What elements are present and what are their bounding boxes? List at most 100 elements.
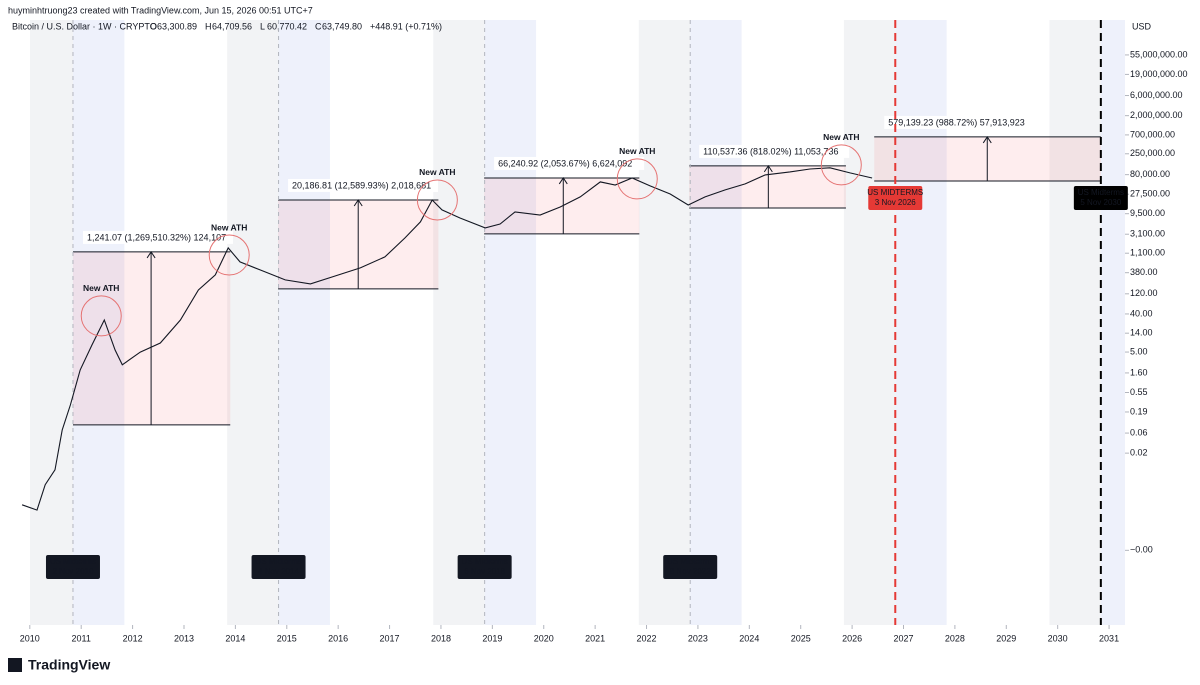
price-line	[21, 167, 873, 511]
range-label-bg	[82, 230, 233, 244]
y-tick-label: 6,000,000.00	[1130, 90, 1183, 100]
ohlc-value: 64,709.56	[212, 21, 252, 31]
x-tick-label: 2018	[431, 633, 451, 643]
range-label: 1,241.07 (1,269,510.32%) 124,107	[87, 232, 226, 242]
x-tick-label: 2031	[1099, 633, 1119, 643]
range-arrowhead	[982, 136, 992, 144]
ath-label: New ATH	[211, 222, 247, 232]
brand-logo	[8, 658, 22, 672]
ath-circle	[80, 295, 122, 337]
range-label: 66,240.92 (2,053.67%) 6,624,092	[498, 158, 632, 168]
x-tick-label: 2017	[380, 633, 400, 643]
pre-midterm-band	[433, 20, 485, 625]
x-tick-label: 2029	[996, 633, 1016, 643]
symbol-legend: Bitcoin / U.S. Dollar · 1W · CRYPTO	[12, 21, 157, 31]
y-tick-label: 1,100.00	[1130, 248, 1165, 258]
post-midterm-band	[1100, 20, 1125, 625]
brand: TradingView	[28, 657, 110, 673]
post-midterm-band	[72, 20, 125, 625]
ath-circle	[820, 144, 862, 186]
x-tick-label: 2014	[225, 633, 245, 643]
midterm-label: US MIDTERMS	[867, 188, 923, 197]
y-tick-label: 380.00	[1130, 267, 1158, 277]
ohlc-key: O	[150, 21, 157, 31]
x-tick-label: 2024	[739, 633, 759, 643]
post-midterm-band	[690, 20, 742, 625]
midterm-label: 3 Nov 2026	[875, 198, 916, 207]
ohlc-value: 63,300.89	[157, 21, 197, 31]
x-tick-label: 2027	[893, 633, 913, 643]
x-tick-label: 2016	[328, 633, 348, 643]
y-tick-label: 5.00	[1130, 346, 1148, 356]
range-label: 110,537.36 (818.02%) 11,053,736	[703, 146, 838, 156]
range-box	[689, 165, 846, 208]
ath-circle	[616, 158, 658, 200]
y-tick-label: 0.19	[1130, 406, 1148, 416]
ath-circle	[208, 234, 250, 276]
x-tick-label: 2026	[842, 633, 862, 643]
ohlc-key: L	[260, 21, 265, 31]
midterm-label-box	[251, 555, 306, 579]
y-tick-label: 27,500.00	[1130, 189, 1170, 199]
y-tick-label: 55,000,000.00	[1130, 49, 1188, 59]
band-layer	[30, 20, 1125, 625]
y-tick-label: 1.60	[1130, 367, 1148, 377]
range-arrowhead	[353, 199, 363, 207]
y-tick-label: 40.00	[1130, 308, 1153, 318]
y-tick-label: 250,000.00	[1130, 148, 1175, 158]
x-tick-label: 2022	[637, 633, 657, 643]
midterm-label: 2 Nov 2010	[53, 567, 94, 576]
midterm-label: 5 Nov 2030	[1080, 198, 1121, 207]
y-tick-label: 80,000.00	[1130, 169, 1170, 179]
range-label-bg	[699, 144, 850, 158]
midterm-label: US Midterms	[667, 557, 713, 566]
x-tick-label: 2019	[482, 633, 502, 643]
pre-midterm-band	[227, 20, 279, 625]
x-tick-label: 2015	[277, 633, 297, 643]
x-tick-label: 2011	[72, 633, 91, 643]
midterm-label-box	[868, 186, 923, 210]
range-arrowhead	[763, 164, 773, 173]
credit: huyminhtruong23 created with TradingView…	[8, 5, 313, 15]
range-arrowhead	[558, 177, 568, 185]
x-tick-label: 2030	[1048, 633, 1068, 643]
y-tick-label: 19,000,000.00	[1130, 69, 1188, 79]
midterm-label-box	[457, 555, 512, 579]
x-tick-label: 2012	[123, 633, 143, 643]
midterm-label: 4 Nov 2014	[258, 567, 299, 576]
post-midterm-band	[278, 20, 330, 625]
y-tick-label: 700,000.00	[1130, 129, 1175, 139]
x-tick-label: 2010	[20, 633, 40, 643]
midterm-label: 6 Nov 2018	[464, 567, 505, 576]
ohlc-key: C	[315, 21, 322, 31]
x-tick-label: 2028	[945, 633, 965, 643]
ohlc-value: 63,749.80	[322, 21, 362, 31]
x-tick-label: 2021	[585, 633, 605, 643]
midterm-label: US Midterms	[1078, 188, 1124, 197]
ath-circle	[416, 179, 458, 221]
change: +448.91 (+0.71%)	[370, 21, 442, 31]
ohlc-key: H	[205, 21, 212, 31]
midterm-label: US Midterms	[50, 557, 96, 566]
pre-midterm-band	[843, 20, 896, 625]
midterm-label: US Midterms	[255, 557, 301, 566]
y-tick-label: 9,500.00	[1130, 208, 1165, 218]
range-label: 579,139.23 (988.72%) 57,913,923	[888, 117, 1025, 127]
midterm-label-box	[1073, 186, 1128, 210]
axis-unit: USD	[1132, 21, 1152, 31]
range-box	[72, 251, 231, 425]
x-tick-label: 2025	[791, 633, 811, 643]
pre-midterm-band	[638, 20, 691, 625]
range-arrowhead	[146, 251, 156, 259]
ath-label: New ATH	[419, 167, 455, 177]
pre-midterm-band	[1049, 20, 1101, 625]
x-tick-label: 2023	[688, 633, 708, 643]
y-tick-label: 3,100.00	[1130, 229, 1165, 239]
y-tick-label: 2,000,000.00	[1130, 110, 1183, 120]
y-tick-label: 0.02	[1130, 448, 1148, 458]
midterm-label: US Midterms	[462, 557, 508, 566]
post-midterm-band	[895, 20, 947, 625]
y-tick-label: 0.55	[1130, 387, 1148, 397]
midterm-label-box	[45, 555, 100, 579]
